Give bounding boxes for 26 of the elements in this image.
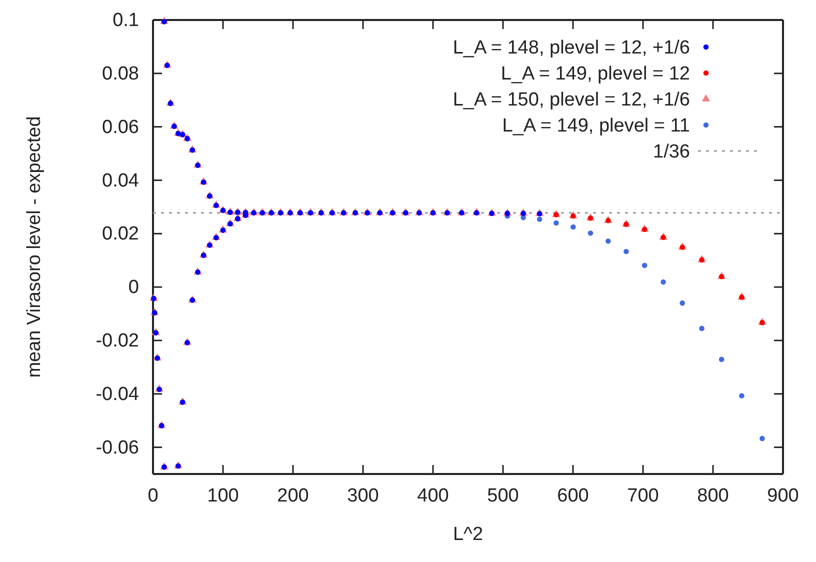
x-tick-label: 200 xyxy=(277,485,309,506)
y-tick-label: 0.02 xyxy=(102,224,139,245)
y-axis-title: mean Virasoro level - expected xyxy=(24,116,45,378)
y-tick-label: 0 xyxy=(128,277,139,298)
x-tick-label: 900 xyxy=(767,485,799,506)
legend-label: L_A = 149, plevel = 11 xyxy=(502,116,690,137)
x-axis-title: L^2 xyxy=(452,524,484,545)
x-tick-label: 800 xyxy=(697,485,729,506)
y-tick-label: 0.1 xyxy=(112,10,139,32)
y-tick-label: -0.04 xyxy=(96,384,140,405)
y-tick-label: 0.04 xyxy=(102,170,140,192)
x-tick-label: 300 xyxy=(347,485,379,506)
legend-label: 1/36 xyxy=(653,142,690,163)
legend-label: L_A = 149, plevel = 12 xyxy=(500,64,690,85)
x-tick-label: 600 xyxy=(557,485,589,506)
x-tick-label: 500 xyxy=(487,485,519,506)
y-tick-label: 0.06 xyxy=(102,116,139,138)
x-tick-label: 0 xyxy=(148,485,158,506)
legend-label: L_A = 150, plevel = 12, +1/6 xyxy=(452,90,690,111)
x-tick-label: 400 xyxy=(417,485,449,506)
legend-label: L_A = 148, plevel = 12, +1/6 xyxy=(452,38,690,59)
y-tick-label: 0.08 xyxy=(102,63,139,84)
y-tick-label: -0.02 xyxy=(96,330,139,352)
x-tick-label: 700 xyxy=(627,485,659,506)
y-tick-label: -0.06 xyxy=(96,437,139,458)
x-tick-label: 100 xyxy=(207,485,239,506)
